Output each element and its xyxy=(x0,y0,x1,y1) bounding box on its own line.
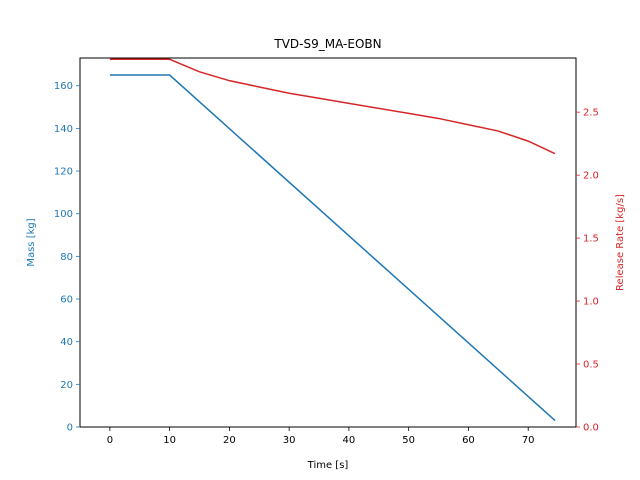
left-y-tick-label: 60 xyxy=(60,295,73,306)
x-tick-label: 50 xyxy=(402,435,415,446)
left-y-axis-ticks: 0 20 40 60 80 100 120 140 160 xyxy=(54,81,80,434)
right-y-tick-label: 2.0 xyxy=(583,171,599,182)
left-y-tick-label: 80 xyxy=(60,252,73,263)
right-y-tick-label: 0.0 xyxy=(583,423,599,434)
x-tick-label: 0 xyxy=(107,435,113,446)
right-y-axis-ticks: 0.0 0.5 1.0 1.5 2.0 2.5 xyxy=(576,108,599,434)
x-tick-label: 40 xyxy=(343,435,356,446)
right-y-tick-label: 1.0 xyxy=(583,297,599,308)
axes-frame xyxy=(79,57,577,428)
left-y-axis-label: Mass [kg] xyxy=(26,218,37,266)
left-y-tick-label: 100 xyxy=(54,209,73,220)
left-y-tick-label: 160 xyxy=(54,81,73,92)
x-tick-label: 60 xyxy=(462,435,475,446)
x-tick-label: 70 xyxy=(522,435,535,446)
left-y-tick-label: 40 xyxy=(60,337,73,348)
left-y-tick-label: 120 xyxy=(54,167,73,178)
left-y-tick-label: 20 xyxy=(60,380,73,391)
right-y-tick-label: 1.5 xyxy=(583,234,599,245)
right-y-tick-label: 2.5 xyxy=(583,108,599,119)
right-y-axis-label: Release Rate [kg/s] xyxy=(615,194,626,291)
chart-title: TVD-S9_MA-EOBN xyxy=(273,37,381,51)
right-y-tick-label: 0.5 xyxy=(583,360,599,371)
x-tick-label: 10 xyxy=(163,435,176,446)
x-axis-ticks: 0 10 20 30 40 50 60 70 xyxy=(107,427,535,446)
plot-lines xyxy=(109,58,556,422)
x-tick-label: 20 xyxy=(223,435,236,446)
left-y-tick-label: 0 xyxy=(67,423,73,434)
x-tick-label: 30 xyxy=(283,435,296,446)
mass-line xyxy=(109,74,556,422)
x-axis-label: Time [s] xyxy=(307,460,349,471)
release-rate-line xyxy=(109,58,556,155)
left-y-tick-label: 140 xyxy=(54,124,73,135)
